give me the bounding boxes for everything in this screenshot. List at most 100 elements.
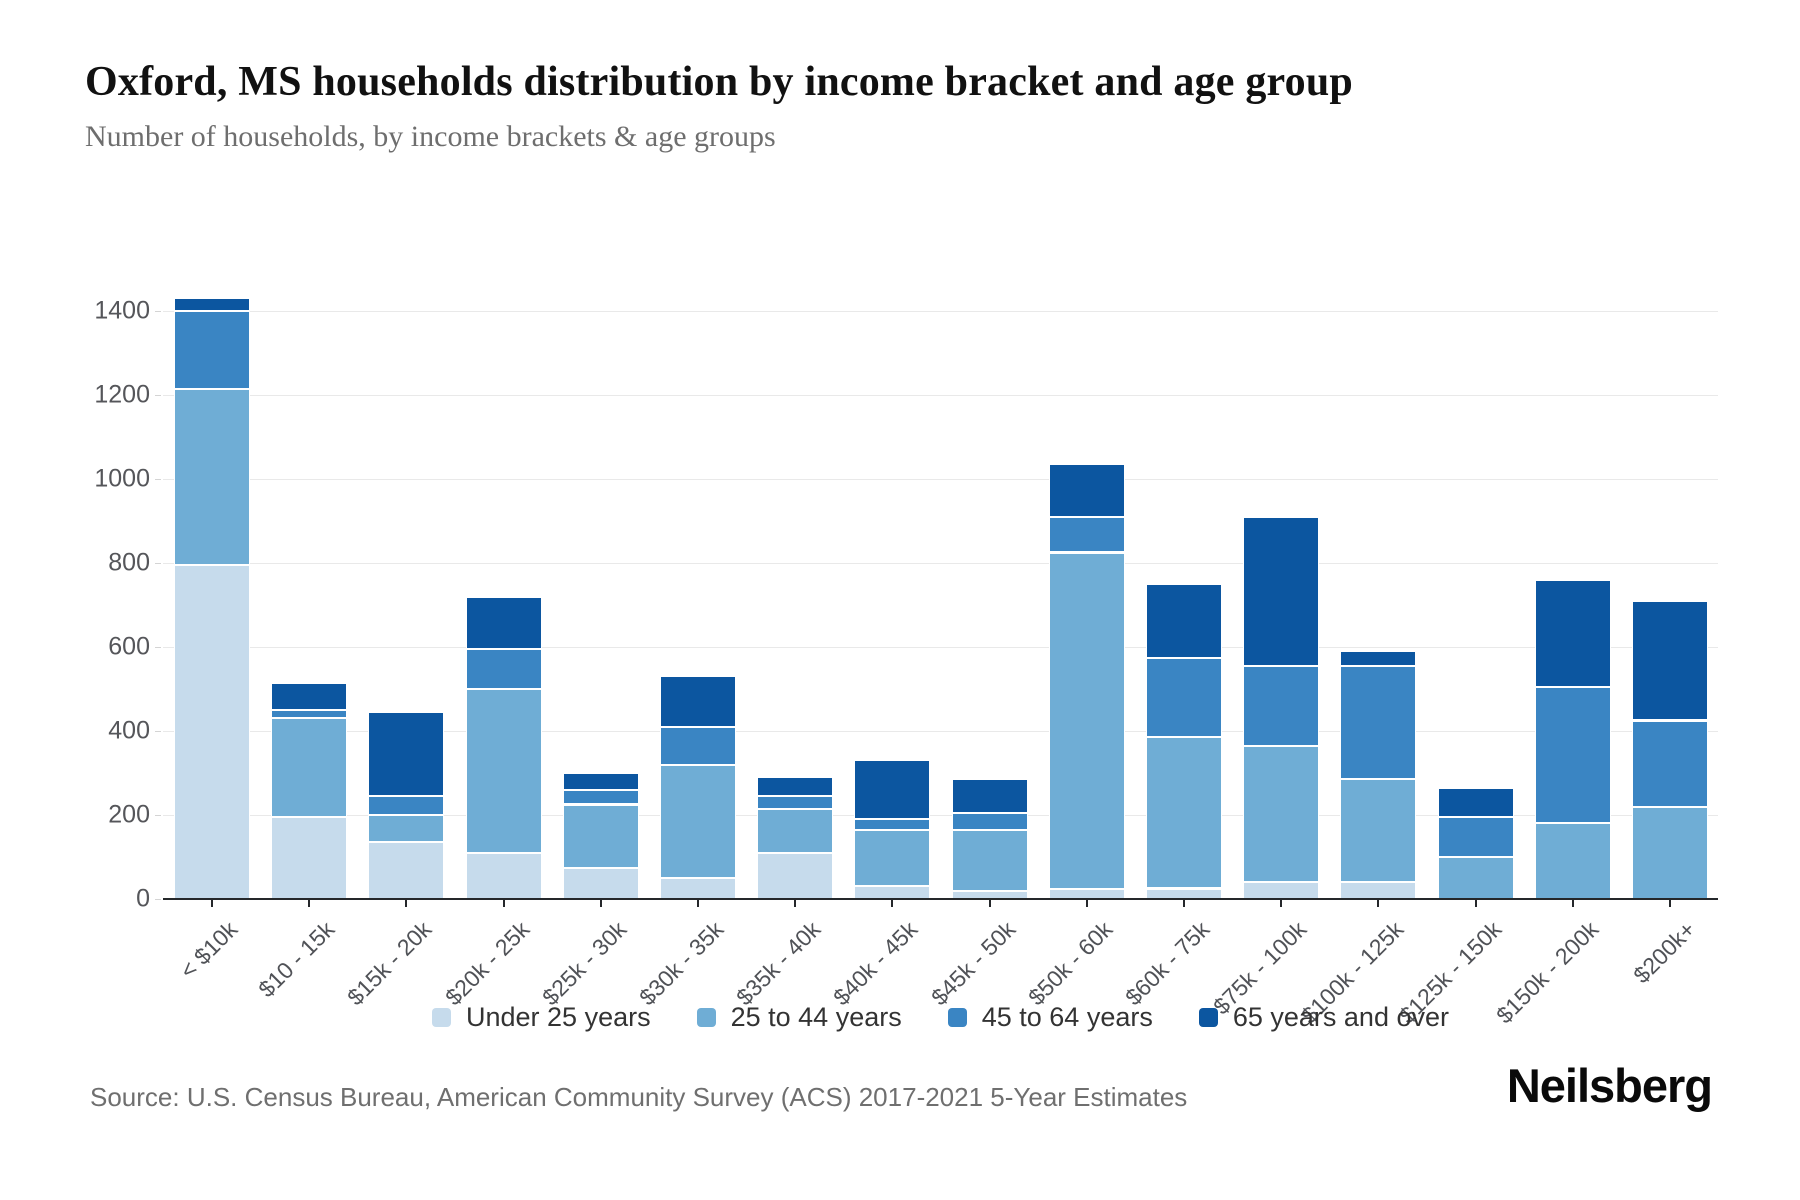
y-axis-tick-label: 1200: [94, 380, 150, 409]
bar-segment[interactable]: [465, 689, 542, 853]
bar-segment[interactable]: [271, 682, 348, 710]
bar-segment[interactable]: [757, 777, 834, 797]
y-axis-tick-label: 1400: [94, 296, 150, 325]
bar-segment[interactable]: [951, 829, 1028, 891]
bar-segment[interactable]: [1437, 787, 1514, 818]
bar-segment[interactable]: [174, 388, 250, 566]
x-axis-tick: [1085, 900, 1088, 907]
bar-segment[interactable]: [660, 764, 736, 878]
bar-segment[interactable]: [757, 796, 834, 809]
bar-segment[interactable]: [368, 712, 445, 797]
bar-segment[interactable]: [368, 796, 445, 815]
legend-item-1[interactable]: 25 to 44 years: [696, 1002, 902, 1033]
bar-segment[interactable]: [465, 649, 542, 689]
legend-item-3[interactable]: 65 years and over: [1198, 1002, 1449, 1033]
legend-item-2[interactable]: 45 to 64 years: [947, 1002, 1153, 1033]
bar-segment[interactable]: [1340, 779, 1417, 883]
bar-segment[interactable]: [465, 596, 542, 650]
bar-segment[interactable]: [1340, 651, 1417, 666]
gridline: [163, 647, 1718, 648]
bar-segment[interactable]: [1048, 552, 1125, 889]
gridline: [163, 815, 1718, 816]
source-note: Source: U.S. Census Bureau, American Com…: [90, 1082, 1188, 1112]
x-axis-tick: [599, 900, 602, 907]
x-axis-tick: [697, 900, 699, 907]
bar-segment[interactable]: [174, 565, 250, 899]
y-axis-tick: [155, 395, 161, 396]
bar-segment[interactable]: [660, 676, 736, 727]
bar-segment[interactable]: [562, 773, 639, 790]
y-axis-tick: [155, 731, 161, 732]
legend-label: 65 years and over: [1232, 1002, 1449, 1032]
legend: Under 25 years 25 to 44 years 45 to 64 yea…: [163, 1002, 1718, 1033]
bar-segment[interactable]: [757, 852, 834, 899]
bar-segment[interactable]: [1632, 600, 1708, 721]
bar-segment[interactable]: [1437, 857, 1514, 899]
bar-segment[interactable]: [1048, 464, 1125, 517]
bar-segment[interactable]: [368, 815, 445, 843]
y-axis-tick: [155, 899, 161, 900]
bar-segment[interactable]: [854, 829, 931, 887]
legend-item-0[interactable]: Under 25 years: [432, 1002, 651, 1033]
bar-segment[interactable]: [1243, 745, 1320, 883]
bar-segment[interactable]: [562, 867, 639, 899]
y-axis-tick-label: 800: [108, 548, 150, 577]
bar-segment[interactable]: [1146, 584, 1222, 658]
bar-segment[interactable]: [562, 804, 639, 868]
page-title: Oxford, MS households distribution by in…: [85, 59, 1353, 105]
x-axis-tick: [988, 900, 991, 907]
y-axis-tick: [155, 311, 161, 312]
legend-swatch-icon: [947, 1008, 967, 1027]
legend-label: 45 to 64 years: [981, 1002, 1153, 1032]
y-axis-tick: [155, 563, 161, 564]
bar-segment[interactable]: [271, 710, 348, 719]
bar-segment[interactable]: [271, 718, 348, 818]
bar-segment[interactable]: [1243, 516, 1320, 666]
bar-segment[interactable]: [368, 842, 445, 899]
bar-segment[interactable]: [1632, 806, 1708, 899]
bar-segment[interactable]: [951, 779, 1028, 813]
bar-segment[interactable]: [1243, 882, 1320, 899]
bar-segment[interactable]: [1534, 823, 1611, 899]
x-axis-tick: [1183, 900, 1185, 907]
page-subtitle: Number of households, by income brackets…: [85, 120, 776, 153]
bar-segment[interactable]: [562, 789, 639, 805]
bar-segment[interactable]: [1146, 657, 1222, 738]
bar-segment[interactable]: [1146, 737, 1222, 889]
gridline: [163, 479, 1718, 480]
y-axis-tick-label: 400: [108, 716, 150, 745]
x-axis-tick: [405, 900, 408, 907]
x-axis-tick: [1377, 900, 1380, 907]
bar-segment[interactable]: [854, 819, 931, 830]
bar-segment[interactable]: [1632, 720, 1708, 807]
bar-segment[interactable]: [174, 298, 250, 311]
legend-label: Under 25 years: [466, 1002, 651, 1032]
bar-segment[interactable]: [1534, 579, 1611, 687]
bar-segment[interactable]: [465, 852, 542, 899]
gridline: [163, 563, 1718, 564]
bar-segment[interactable]: [1243, 665, 1320, 746]
bar-segment[interactable]: [951, 812, 1028, 830]
legend-label: 25 to 44 years: [730, 1002, 902, 1032]
gridline: [163, 395, 1718, 396]
legend-swatch-icon: [1198, 1008, 1218, 1027]
bar-segment[interactable]: [1340, 665, 1417, 780]
x-axis-tick: [794, 900, 797, 907]
gridline: [163, 731, 1718, 732]
bar-segment[interactable]: [757, 808, 834, 853]
bar-segment[interactable]: [1048, 516, 1125, 553]
bar-segment[interactable]: [174, 311, 250, 389]
x-axis-tick: [1280, 900, 1283, 907]
bar-segment[interactable]: [1437, 817, 1514, 857]
x-axis-tick: [308, 900, 311, 907]
bar-segment[interactable]: [271, 817, 348, 899]
bar-segment[interactable]: [854, 760, 931, 820]
bar-segment[interactable]: [1534, 686, 1611, 824]
bar-segment[interactable]: [1340, 882, 1417, 899]
bar-segment[interactable]: [660, 878, 736, 899]
y-axis-tick-label: 200: [108, 800, 150, 829]
bar-segment[interactable]: [660, 726, 736, 765]
x-axis-tick: [1669, 900, 1671, 907]
x-axis-tick: [1571, 900, 1574, 907]
